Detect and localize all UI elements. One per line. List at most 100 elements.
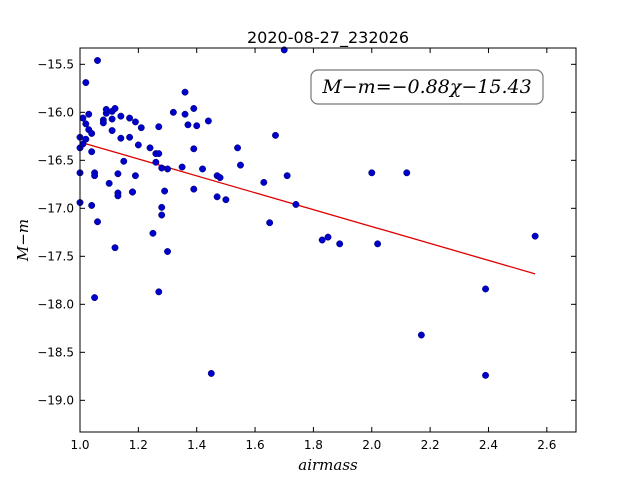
y-axis: −15.5 −16.0 −16.5 −17.0 −17.5 −18.0 −18.5 −19.0 — [37, 57, 576, 407]
data-point — [403, 169, 411, 177]
data-point — [155, 288, 163, 296]
data-point — [82, 135, 90, 143]
data-point — [318, 236, 326, 244]
x-tick-label: 2.2 — [421, 438, 440, 452]
data-point — [204, 117, 212, 125]
data-point — [164, 165, 171, 173]
data-point — [216, 174, 224, 182]
y-tick-label: −19.0 — [37, 393, 74, 407]
data-point — [190, 105, 198, 112]
data-point — [417, 331, 425, 339]
data-point — [108, 115, 116, 123]
data-point — [237, 161, 244, 169]
data-point — [213, 193, 221, 201]
y-tick-label: −16.0 — [37, 105, 74, 119]
data-point — [126, 114, 134, 122]
data-point — [88, 129, 96, 137]
data-point — [108, 127, 116, 135]
data-point — [482, 285, 490, 293]
x-axis-label: airmass — [298, 456, 358, 474]
data-point — [266, 219, 274, 227]
x-tick-label: 1.0 — [70, 438, 89, 452]
data-point — [146, 144, 154, 152]
data-point — [181, 110, 189, 118]
x-tick-label: 1.2 — [129, 438, 148, 452]
data-point — [272, 131, 279, 139]
data-point — [324, 233, 332, 241]
data-point — [164, 248, 171, 255]
data-point — [222, 196, 230, 204]
data-point — [79, 114, 87, 122]
fit-equation-label: M−m=−0.88χ−15.43 — [321, 76, 531, 98]
fit-annotation: M−m=−0.88χ−15.43 — [310, 69, 544, 105]
data-point — [131, 172, 139, 180]
data-point — [482, 371, 490, 379]
x-tick-label: 2.4 — [479, 438, 498, 452]
data-point — [114, 170, 122, 178]
data-point — [82, 120, 90, 128]
data-point — [88, 148, 96, 156]
data-point — [234, 144, 242, 152]
y-tick-label: −16.5 — [37, 153, 74, 167]
data-point — [117, 112, 125, 120]
data-point — [129, 188, 136, 196]
data-point — [149, 229, 157, 237]
data-point — [111, 244, 119, 252]
points-layer — [76, 46, 539, 379]
data-point — [190, 185, 198, 193]
annotation-box — [310, 69, 544, 105]
x-tick-label: 1.6 — [246, 438, 265, 452]
data-point — [155, 150, 163, 158]
data-point — [161, 187, 169, 195]
data-point — [155, 123, 163, 131]
data-point — [283, 172, 291, 180]
data-point — [336, 240, 344, 248]
data-point — [260, 178, 268, 186]
y-tick-label: −15.5 — [37, 57, 74, 71]
data-point — [199, 165, 206, 173]
data-point — [94, 218, 101, 226]
data-point — [99, 119, 107, 127]
data-point — [91, 172, 99, 180]
data-point — [158, 211, 166, 219]
data-point — [94, 57, 101, 64]
data-point — [169, 108, 177, 116]
data-point — [158, 203, 166, 211]
y-tick-label: −18.0 — [37, 297, 74, 311]
data-point — [184, 121, 192, 129]
data-point — [152, 158, 160, 166]
data-point — [131, 118, 139, 126]
y-axis-label: M−m — [14, 219, 32, 262]
data-point — [158, 164, 166, 172]
data-point — [368, 169, 376, 177]
data-point — [178, 163, 186, 171]
x-tick-label: 1.8 — [304, 438, 323, 452]
data-point — [114, 192, 122, 200]
data-point — [102, 105, 110, 113]
data-point — [117, 134, 125, 142]
x-tick-label: 1.4 — [187, 438, 206, 452]
data-point — [531, 232, 539, 240]
plot-frame — [79, 47, 577, 433]
x-tick-label: 2.0 — [362, 438, 381, 452]
data-point — [292, 201, 300, 208]
data-point — [137, 124, 145, 132]
data-point — [126, 133, 134, 141]
data-point — [111, 105, 119, 112]
data-point — [91, 294, 99, 302]
data-point — [120, 157, 128, 165]
data-point — [190, 145, 198, 153]
chart-title: 2020-08-27_232026 — [247, 28, 409, 48]
data-point — [88, 201, 96, 209]
data-point — [82, 79, 90, 87]
data-point — [105, 179, 113, 187]
data-point — [193, 122, 201, 130]
data-point — [207, 369, 215, 377]
x-axis: 1.0 1.2 1.4 1.6 1.8 2.0 2.2 2.4 2.6 — [70, 48, 556, 452]
x-tick-label: 2.6 — [537, 438, 556, 452]
data-point — [134, 141, 142, 149]
data-point — [374, 240, 382, 248]
y-tick-label: −18.5 — [37, 345, 74, 359]
y-tick-label: −17.5 — [37, 249, 74, 263]
